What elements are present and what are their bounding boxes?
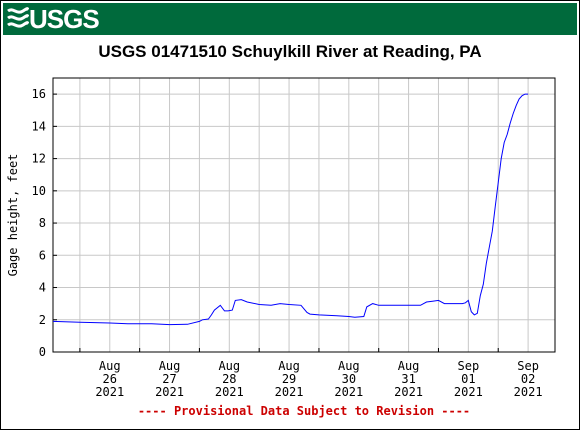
grid-lines <box>53 78 555 353</box>
x-tick-label: Sep <box>458 359 480 373</box>
x-tick-label: 2021 <box>275 385 304 399</box>
gage-height-line <box>52 93 529 326</box>
usgs-logo[interactable]: USGS <box>7 4 100 34</box>
y-tick-label: 4 <box>39 281 46 295</box>
x-tick-label: 2021 <box>215 385 244 399</box>
y-tick-label: 16 <box>32 87 46 101</box>
x-tick-label: 02 <box>521 372 535 386</box>
x-tick-label: 31 <box>401 372 415 386</box>
x-tick-label: Aug <box>218 359 240 373</box>
y-tick-label: 2 <box>39 313 46 327</box>
y-tick-label: 6 <box>39 248 46 262</box>
x-tick-label: 28 <box>222 372 236 386</box>
y-tick-label: 12 <box>32 152 46 166</box>
y-tick-label: 0 <box>39 345 46 359</box>
usgs-banner: USGS <box>3 3 577 35</box>
x-tick-label: Aug <box>398 359 420 373</box>
x-tick-label: 2021 <box>95 385 124 399</box>
x-tick-label: 26 <box>103 372 117 386</box>
x-tick-label: Sep <box>517 359 539 373</box>
x-tick-label: Aug <box>338 359 360 373</box>
x-tick-label: 29 <box>282 372 296 386</box>
x-tick-label: 2021 <box>155 385 184 399</box>
y-tick-label: 10 <box>32 184 46 198</box>
y-axis-ticks: 0 2 4 6 8 10 12 14 16 <box>32 87 57 359</box>
plot-area <box>52 77 556 353</box>
x-tick-label: 2021 <box>334 385 363 399</box>
y-tick-label: 8 <box>39 216 46 230</box>
y-tick-label: 14 <box>32 119 46 133</box>
x-axis-ticks: Aug262021Aug272021Aug282021Aug292021Aug3… <box>79 348 543 399</box>
x-tick-label: Aug <box>278 359 300 373</box>
x-tick-label: 2021 <box>394 385 423 399</box>
chart-title: USGS 01471510 Schuylkill River at Readin… <box>98 42 482 61</box>
x-tick-label: Aug <box>99 359 121 373</box>
y-axis-label: Gage height, feet <box>6 154 20 277</box>
x-tick-label: Aug <box>159 359 181 373</box>
x-tick-label: 30 <box>342 372 356 386</box>
provisional-footnote: ---- Provisional Data Subject to Revisio… <box>138 404 470 418</box>
usgs-logo-text: USGS <box>29 4 100 34</box>
x-tick-label: 2021 <box>454 385 483 399</box>
usgs-wave-icon <box>7 7 29 28</box>
x-tick-label: 2021 <box>514 385 543 399</box>
x-tick-label: 01 <box>461 372 475 386</box>
x-tick-label: 27 <box>162 372 176 386</box>
